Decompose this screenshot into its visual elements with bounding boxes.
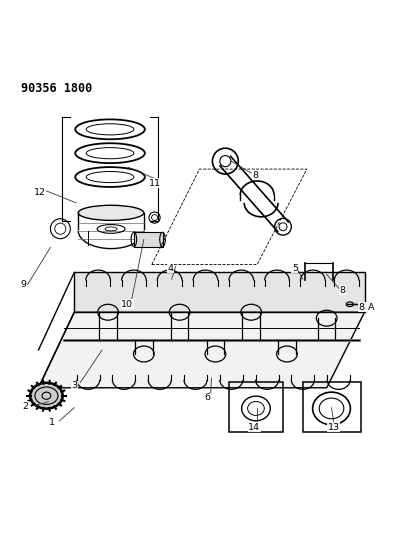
Text: 8: 8 [252, 171, 258, 180]
Text: 12: 12 [34, 189, 45, 197]
Ellipse shape [30, 383, 63, 409]
Polygon shape [74, 272, 365, 312]
Bar [303, 382, 361, 432]
Text: 10: 10 [121, 300, 133, 309]
Text: 4: 4 [168, 264, 174, 273]
Text: 14: 14 [248, 423, 261, 432]
Text: 1: 1 [49, 418, 55, 427]
Text: 2: 2 [22, 402, 28, 411]
Text: 3: 3 [71, 381, 77, 390]
Text: 11: 11 [149, 179, 161, 188]
Ellipse shape [78, 205, 144, 220]
Polygon shape [38, 312, 365, 388]
Text: 8: 8 [340, 286, 346, 295]
Bar [134, 232, 162, 247]
Text: 5: 5 [292, 264, 298, 273]
Text: 13: 13 [328, 423, 340, 432]
Bar [229, 382, 283, 432]
Text: 9: 9 [21, 280, 27, 289]
Text: 90356 1800: 90356 1800 [21, 82, 92, 95]
Text: 6: 6 [204, 393, 210, 402]
Text: 8 A: 8 A [359, 303, 374, 312]
